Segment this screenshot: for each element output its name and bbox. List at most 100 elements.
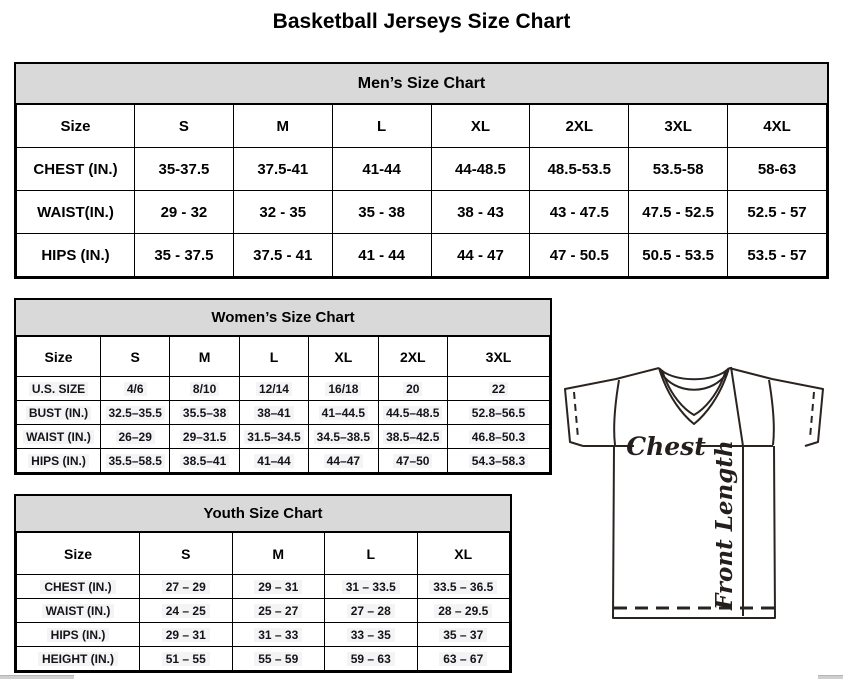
- table-row: BUST (IN.) 32.5–35.5 35.5–38 38–41 41–44.5 44…: [16, 400, 550, 425]
- header-cell: XL: [430, 104, 531, 148]
- table-cell: 63 – 67: [416, 646, 510, 671]
- header-cell: Size: [16, 336, 101, 377]
- mens-table-title: Men’s Size Chart: [16, 64, 827, 104]
- table-row: CHEST (IN.) 35-37.5 37.5-41 41-44 44-48.5 48.…: [16, 147, 827, 191]
- table-cell: 58-63: [727, 147, 827, 191]
- mens-size-chart: Men’s Size Chart Size S M L XL 2XL 3XL 4XL CHEST…: [14, 62, 829, 279]
- table-row: WAIST(IN.) 29 - 32 32 - 35 35 - 38 38 - 43 43…: [16, 190, 827, 234]
- table-cell: 51 – 55: [139, 646, 233, 671]
- table-cell: 38–41: [238, 400, 310, 425]
- header-cell: XL: [416, 532, 510, 575]
- table-cell: 22: [447, 376, 550, 401]
- table-cell: 35 - 37.5: [134, 233, 234, 277]
- header-cell: M: [232, 104, 333, 148]
- table-cell: 59 – 63: [324, 646, 418, 671]
- youth-table: Size S M L XL CHEST (IN.) 27 – 29 29 – 31 31 – 3…: [16, 532, 510, 671]
- front-length-label: Front Length: [711, 440, 738, 611]
- header-row: Size S M L XL 2XL 3XL 4XL: [16, 104, 827, 148]
- header-cell: L: [324, 532, 418, 575]
- table-cell: 35 - 38: [331, 190, 432, 234]
- mens-table: Size S M L XL 2XL 3XL 4XL CHEST (IN.) 35-37.5 37.5…: [16, 104, 827, 277]
- table-cell: 50.5 - 53.5: [628, 233, 729, 277]
- table-cell: 38 - 43: [430, 190, 531, 234]
- row-label: CHEST (IN.): [16, 574, 140, 599]
- jersey-left-sleeve: [564, 367, 660, 447]
- page-title: Basketball Jerseys Size Chart: [272, 10, 571, 33]
- table-cell: 38.5–41: [169, 448, 240, 473]
- womens-table-title: Women’s Size Chart: [16, 300, 550, 336]
- table-cell: 55 – 59: [231, 646, 325, 671]
- table-cell: 28 – 29.5: [416, 598, 510, 623]
- header-cell: S: [139, 532, 233, 575]
- table-row: HEIGHT (IN.) 51 – 55 55 – 59 59 – 63 63 – 67: [16, 646, 510, 671]
- jersey-right-sleeve: [728, 367, 824, 447]
- header-cell: L: [331, 104, 432, 148]
- table-cell: 35.5–58.5: [99, 448, 171, 473]
- row-label: U.S. SIZE: [16, 376, 101, 401]
- table-cell: 33.5 – 36.5: [416, 574, 510, 599]
- jersey-right-armhole-seam: [768, 379, 775, 446]
- front-length-measure-line: [730, 366, 744, 616]
- table-cell: 44-48.5: [430, 147, 531, 191]
- table-cell: 37.5-41: [232, 147, 333, 191]
- table-cell: 41-44: [331, 147, 432, 191]
- table-cell: 41–44.5: [308, 400, 379, 425]
- row-label: HIPS (IN.): [16, 622, 140, 647]
- row-label: BUST (IN.): [16, 400, 101, 425]
- horizontal-scrollbar-fragment-right[interactable]: [818, 675, 843, 679]
- header-row: Size S M L XL: [16, 532, 510, 575]
- jersey-body-outline: [612, 445, 776, 619]
- table-cell: 29 - 32: [134, 190, 234, 234]
- table-cell: 54.3–58.3: [447, 448, 550, 473]
- header-cell: 4XL: [727, 104, 827, 148]
- table-row: U.S. SIZE 4/6 8/10 12/14 16/18 20 22: [16, 376, 550, 401]
- table-cell: 26–29: [99, 424, 171, 449]
- table-row: WAIST (IN.) 24 – 25 25 – 27 27 – 28 28 – 29.…: [16, 598, 510, 623]
- table-cell: 27 – 29: [139, 574, 233, 599]
- table-cell: 12/14: [238, 376, 310, 401]
- table-cell: 8/10: [169, 376, 240, 401]
- table-cell: 52.8–56.5: [447, 400, 550, 425]
- row-label: WAIST(IN.): [16, 190, 135, 234]
- table-cell: 29–31.5: [169, 424, 240, 449]
- table-cell: 32.5–35.5: [99, 400, 171, 425]
- row-label: WAIST (IN.): [16, 598, 140, 623]
- table-cell: 44–47: [308, 448, 379, 473]
- table-cell: 29 – 31: [139, 622, 233, 647]
- header-cell: 3XL: [628, 104, 729, 148]
- table-cell: 31.5–34.5: [238, 424, 310, 449]
- table-cell: 33 – 35: [324, 622, 418, 647]
- table-cell: 31 – 33: [231, 622, 325, 647]
- header-cell: Size: [16, 104, 135, 148]
- table-cell: 41–44: [238, 448, 310, 473]
- jersey-measurement-diagram: Chest Front Length: [556, 358, 840, 630]
- header-cell: XL: [308, 336, 379, 377]
- table-cell: 34.5–38.5: [308, 424, 379, 449]
- table-row: WAIST (IN.) 26–29 29–31.5 31.5–34.5 34.5–38.…: [16, 424, 550, 449]
- table-row: HIPS (IN.) 29 – 31 31 – 33 33 – 35 35 – 37: [16, 622, 510, 647]
- table-row: HIPS (IN.) 35.5–58.5 38.5–41 41–44 44–47 47–5…: [16, 448, 550, 473]
- header-cell: 2XL: [377, 336, 449, 377]
- table-cell: 43 - 47.5: [529, 190, 630, 234]
- header-cell: S: [99, 336, 171, 377]
- chest-label: Chest: [626, 432, 706, 461]
- youth-table-title: Youth Size Chart: [16, 496, 510, 532]
- jersey-left-armhole-seam: [613, 379, 620, 446]
- table-cell: 38.5–42.5: [377, 424, 449, 449]
- womens-size-chart: Women’s Size Chart Size S M L XL 2XL 3XL U.S. S…: [14, 298, 552, 475]
- header-cell: M: [169, 336, 240, 377]
- jersey-collar-mid-arc: [659, 370, 729, 391]
- row-label: HIPS (IN.): [16, 448, 101, 473]
- table-row: CHEST (IN.) 27 – 29 29 – 31 31 – 33.5 33.5 –…: [16, 574, 510, 599]
- table-cell: 41 - 44: [331, 233, 432, 277]
- header-cell: 2XL: [529, 104, 630, 148]
- row-label: HIPS (IN.): [16, 233, 135, 277]
- table-cell: 29 – 31: [231, 574, 325, 599]
- horizontal-scrollbar-fragment-left[interactable]: [0, 675, 74, 679]
- jersey-collar-top-arc: [658, 367, 730, 381]
- table-cell: 35 – 37: [416, 622, 510, 647]
- table-cell: 20: [377, 376, 449, 401]
- header-cell: Size: [16, 532, 140, 575]
- youth-size-chart: Youth Size Chart Size S M L XL CHEST (IN.) 27 …: [14, 494, 512, 673]
- header-cell: 3XL: [447, 336, 550, 377]
